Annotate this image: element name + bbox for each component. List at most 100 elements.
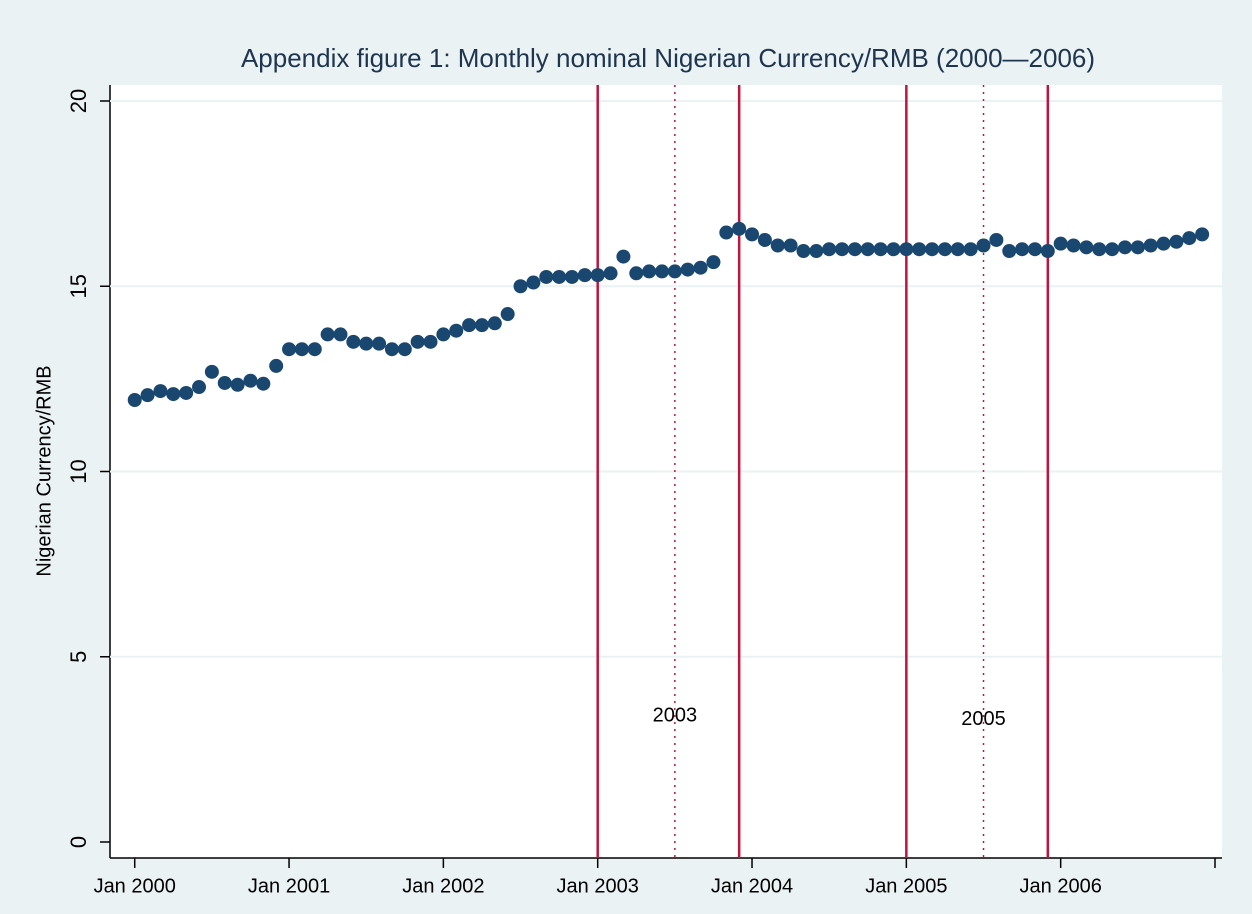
- point: [976, 238, 991, 253]
- point: [629, 266, 644, 281]
- point: [616, 249, 631, 264]
- point: [140, 388, 155, 403]
- point: [539, 269, 554, 284]
- point: [500, 307, 515, 322]
- point: [1066, 238, 1081, 253]
- point: [770, 238, 785, 253]
- point: [899, 242, 914, 257]
- x-tick-label: Jan 2004: [711, 875, 793, 897]
- y-tick-label: 10: [66, 459, 91, 483]
- y-axis-label: Nigerian Currency/RMB: [33, 365, 55, 576]
- point: [1143, 238, 1158, 253]
- point: [822, 242, 837, 257]
- point: [1092, 242, 1107, 257]
- point: [449, 323, 464, 338]
- point: [937, 242, 952, 257]
- point: [577, 268, 592, 283]
- point: [1002, 244, 1017, 259]
- point: [1156, 236, 1171, 251]
- x-tick-label: Jan 2003: [557, 875, 639, 897]
- point: [410, 334, 425, 349]
- point: [294, 342, 309, 357]
- point: [1182, 231, 1197, 246]
- point: [1027, 242, 1042, 257]
- point: [204, 364, 219, 379]
- point: [423, 334, 438, 349]
- chart-title: Appendix figure 1: Monthly nominal Niger…: [241, 43, 1095, 73]
- point: [925, 242, 940, 257]
- point: [1040, 244, 1055, 259]
- point: [950, 242, 965, 257]
- point: [269, 358, 284, 373]
- point: [757, 232, 772, 247]
- y-tick-label: 20: [66, 89, 91, 113]
- y-tick-label: 0: [66, 836, 91, 848]
- x-tick-label: Jan 2002: [402, 875, 484, 897]
- point: [346, 334, 361, 349]
- point: [474, 318, 489, 333]
- point: [745, 227, 760, 242]
- point: [655, 264, 669, 279]
- point: [166, 387, 181, 402]
- point: [680, 262, 695, 277]
- point: [307, 342, 322, 357]
- point: [783, 238, 798, 253]
- point: [153, 384, 168, 399]
- point: [487, 316, 502, 331]
- point: [256, 376, 271, 391]
- point: [1015, 242, 1030, 257]
- point: [372, 336, 387, 351]
- point: [1079, 240, 1094, 255]
- point: [873, 242, 888, 257]
- y-tick-label: 5: [66, 651, 91, 663]
- point: [706, 255, 721, 270]
- y-tick-label: 15: [66, 274, 91, 298]
- x-tick-label: Jan 2001: [248, 875, 330, 897]
- point: [693, 260, 708, 275]
- point: [397, 342, 412, 357]
- point: [796, 244, 811, 259]
- point: [127, 392, 142, 407]
- point: [732, 221, 747, 236]
- point: [436, 327, 451, 342]
- point: [333, 327, 348, 342]
- point: [1195, 227, 1210, 242]
- point: [1169, 234, 1184, 249]
- x-tick-label: Jan 2005: [865, 875, 947, 897]
- point: [809, 244, 824, 259]
- point: [282, 342, 297, 357]
- point: [603, 266, 618, 281]
- point: [847, 242, 862, 257]
- point: [192, 380, 207, 395]
- point: [886, 242, 901, 257]
- point: [719, 225, 734, 240]
- point: [590, 268, 605, 283]
- point: [860, 242, 875, 257]
- point: [564, 269, 579, 284]
- point: [552, 269, 567, 284]
- point: [179, 385, 194, 400]
- point: [462, 318, 477, 333]
- point: [667, 264, 682, 279]
- point: [526, 275, 541, 290]
- x-tick-label: Jan 2000: [94, 875, 176, 897]
- point: [1053, 236, 1068, 251]
- annotation: 2005: [961, 708, 1006, 730]
- point: [835, 242, 850, 257]
- point: [989, 232, 1004, 247]
- point: [513, 279, 528, 294]
- annotation: 2003: [653, 704, 698, 726]
- point: [1105, 242, 1120, 257]
- point: [912, 242, 927, 257]
- point: [963, 242, 978, 257]
- point: [243, 373, 258, 388]
- point: [217, 375, 232, 390]
- point: [642, 264, 657, 279]
- point: [230, 377, 245, 392]
- point: [384, 342, 399, 357]
- point: [320, 327, 335, 342]
- point: [359, 336, 374, 351]
- point: [1117, 240, 1132, 255]
- point: [1130, 240, 1145, 255]
